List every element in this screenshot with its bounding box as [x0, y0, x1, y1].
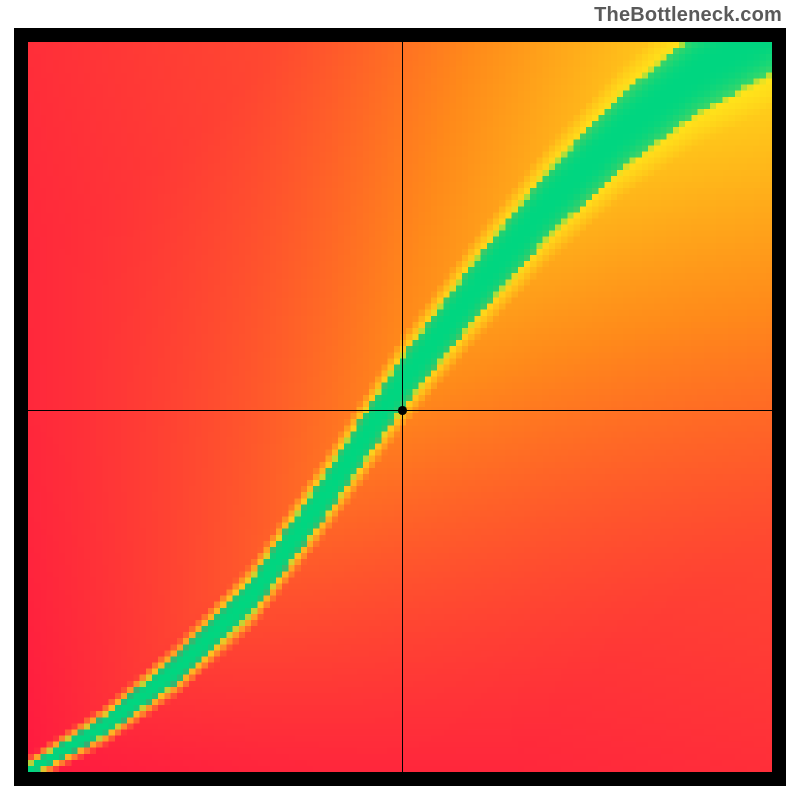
- watermark-text: TheBottleneck.com: [594, 4, 782, 27]
- crosshair-marker: [397, 405, 408, 416]
- plot-frame: [14, 28, 786, 786]
- chart-container: TheBottleneck.com: [0, 0, 800, 800]
